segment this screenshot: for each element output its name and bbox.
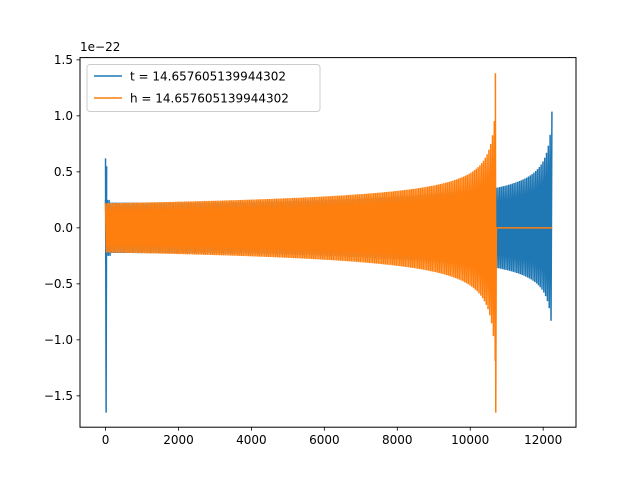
axes: 0 2000 4000 6000 8000 10000 12000 −1.5 −1.0 −0.5 0… <box>44 53 562 447</box>
y-tick-label: 0.0 <box>54 221 73 235</box>
y-tick-label: −1.5 <box>44 389 73 403</box>
y-tick-label: 1.5 <box>54 53 73 67</box>
plot-area <box>104 73 553 413</box>
y-tick-label: 1.0 <box>54 109 73 123</box>
x-tick-label: 4000 <box>236 433 267 447</box>
y-tick-label: 0.5 <box>54 165 73 179</box>
y-tick-label: −0.5 <box>44 277 73 291</box>
legend-label-t: t = 14.657605139944302 <box>130 70 286 84</box>
series-h-line <box>104 120 496 361</box>
series-h-merger-spike <box>494 73 498 413</box>
y-tick-label: −1.0 <box>44 333 73 347</box>
x-tick-label: 12000 <box>524 433 562 447</box>
x-tick-label: 10000 <box>451 433 489 447</box>
legend-box <box>86 64 321 112</box>
x-tick-label: 0 <box>102 433 110 447</box>
legend: t = 14.657605139944302 h = 14.6576051399… <box>86 64 321 112</box>
series-t-initial-spike <box>104 158 108 413</box>
x-tick-label: 2000 <box>163 433 194 447</box>
x-tick-label: 6000 <box>309 433 340 447</box>
x-tick-label: 8000 <box>382 433 413 447</box>
legend-label-h: h = 14.657605139944302 <box>130 92 289 106</box>
axes-frame <box>79 57 577 428</box>
y-offset-label: 1e−22 <box>80 40 120 54</box>
